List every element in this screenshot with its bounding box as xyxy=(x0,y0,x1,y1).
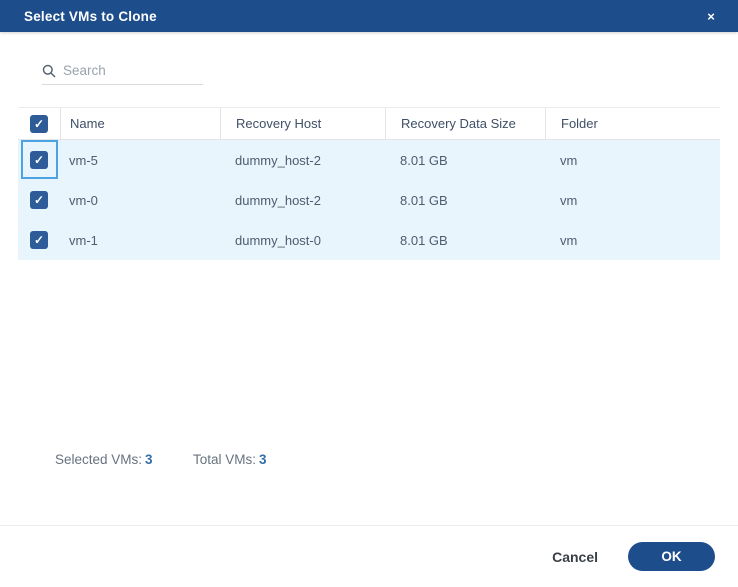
total-vms-value: 3 xyxy=(259,452,267,467)
footer: Cancel OK xyxy=(0,526,738,587)
cell-recovery-host: dummy_host-2 xyxy=(235,192,321,208)
selected-vms-stat: Selected VMs: 3 xyxy=(55,452,153,467)
row-checkbox[interactable]: ✓ xyxy=(30,151,48,169)
search-icon xyxy=(42,64,56,78)
search-input[interactable] xyxy=(63,63,203,78)
summary-bar: Selected VMs: 3 Total VMs: 3 xyxy=(0,452,738,472)
select-all-checkbox[interactable]: ✓ xyxy=(30,114,48,133)
cell-recovery-data-size: 8.01 GB xyxy=(400,152,448,168)
selected-vms-label: Selected VMs: xyxy=(55,452,143,467)
cancel-button[interactable]: Cancel xyxy=(552,548,598,565)
cell-name: vm-1 xyxy=(69,232,98,248)
cell-folder: vm xyxy=(560,192,578,208)
selected-vms-value: 3 xyxy=(145,452,153,467)
column-header-recovery-data-size[interactable]: Recovery Data Size xyxy=(385,108,545,139)
cell-recovery-host: dummy_host-0 xyxy=(235,232,321,248)
dialog-title: Select VMs to Clone xyxy=(24,8,157,24)
ok-button[interactable]: OK xyxy=(628,542,715,571)
header-checkbox-cell: ✓ xyxy=(18,108,60,139)
row-checkbox-cell: ✓ xyxy=(18,220,60,260)
column-header-folder[interactable]: Folder xyxy=(545,108,720,139)
row-checkbox-cell: ✓ xyxy=(18,180,60,220)
cell-recovery-data-size: 8.01 GB xyxy=(400,232,448,248)
table-row[interactable]: ✓ vm-1 dummy_host-0 8.01 GB vm xyxy=(18,220,720,260)
cell-name: vm-0 xyxy=(69,192,98,208)
total-vms-label: Total VMs: xyxy=(193,452,257,467)
cell-name: vm-5 xyxy=(69,152,98,168)
cell-recovery-host: dummy_host-2 xyxy=(235,152,321,168)
vm-table: ✓ Name Recovery Host Recovery Data Size … xyxy=(18,107,720,260)
table-header-row: ✓ Name Recovery Host Recovery Data Size … xyxy=(18,107,720,140)
cell-folder: vm xyxy=(560,152,578,168)
table-row[interactable]: ✓ vm-5 dummy_host-2 8.01 GB vm xyxy=(18,140,720,180)
cell-recovery-data-size: 8.01 GB xyxy=(400,192,448,208)
close-icon[interactable]: × xyxy=(707,8,715,24)
search-field[interactable] xyxy=(42,57,203,85)
row-checkbox-cell: ✓ xyxy=(18,140,60,180)
footer-divider xyxy=(0,525,738,526)
column-header-recovery-host[interactable]: Recovery Host xyxy=(220,108,385,139)
cell-folder: vm xyxy=(560,232,578,248)
total-vms-stat: Total VMs: 3 xyxy=(193,452,267,467)
dialog-titlebar: Select VMs to Clone × xyxy=(0,0,738,32)
row-checkbox[interactable]: ✓ xyxy=(30,231,48,249)
column-header-name[interactable]: Name xyxy=(60,108,220,139)
row-checkbox[interactable]: ✓ xyxy=(30,191,48,209)
table-row[interactable]: ✓ vm-0 dummy_host-2 8.01 GB vm xyxy=(18,180,720,220)
